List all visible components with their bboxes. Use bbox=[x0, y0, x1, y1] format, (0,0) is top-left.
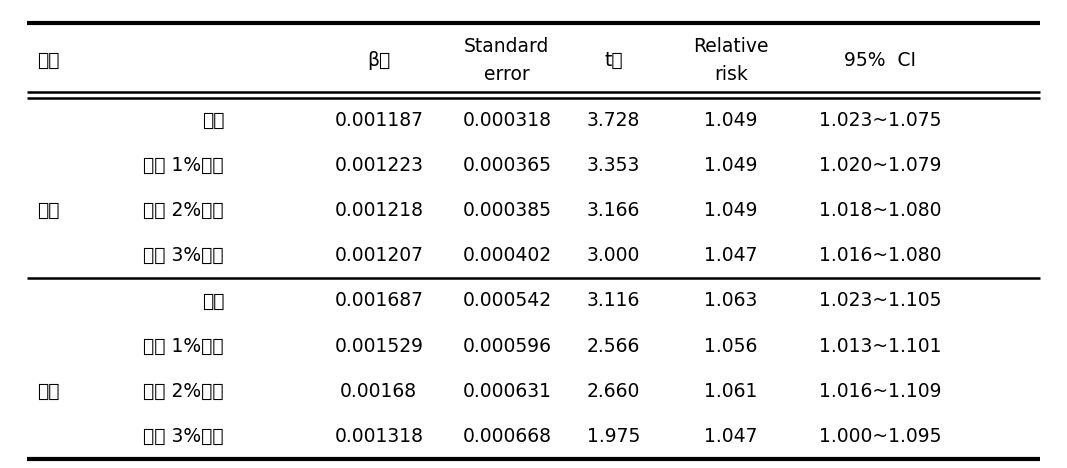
Text: 0.000385: 0.000385 bbox=[462, 201, 552, 220]
Text: 0.000318: 0.000318 bbox=[462, 111, 552, 130]
Text: 1.049: 1.049 bbox=[704, 156, 758, 176]
Text: 3.728: 3.728 bbox=[587, 111, 640, 130]
Text: 3.116: 3.116 bbox=[587, 292, 640, 310]
Text: 95%  CI: 95% CI bbox=[844, 51, 917, 70]
Text: 3.000: 3.000 bbox=[587, 247, 640, 265]
Text: 전체: 전체 bbox=[202, 292, 224, 310]
Text: 0.001687: 0.001687 bbox=[334, 292, 424, 310]
Text: 1.061: 1.061 bbox=[704, 381, 758, 401]
Text: 1.000~1.095: 1.000~1.095 bbox=[819, 427, 941, 446]
Text: error: error bbox=[484, 66, 529, 84]
Text: 인천: 인천 bbox=[37, 381, 60, 401]
Text: 0.001218: 0.001218 bbox=[334, 201, 424, 220]
Text: 2.566: 2.566 bbox=[587, 336, 640, 356]
Text: 상위 2%제거: 상위 2%제거 bbox=[143, 201, 224, 220]
Text: 상위 2%제거: 상위 2%제거 bbox=[143, 381, 224, 401]
Text: 0.001207: 0.001207 bbox=[334, 247, 424, 265]
Text: 1.023~1.105: 1.023~1.105 bbox=[819, 292, 941, 310]
Text: 0.001318: 0.001318 bbox=[334, 427, 424, 446]
Text: 1.047: 1.047 bbox=[704, 247, 758, 265]
Text: 상위 1%제거: 상위 1%제거 bbox=[143, 336, 224, 356]
Text: 1.049: 1.049 bbox=[704, 201, 758, 220]
Text: 1.023~1.075: 1.023~1.075 bbox=[819, 111, 941, 130]
Text: 1.063: 1.063 bbox=[704, 292, 758, 310]
Text: 0.000542: 0.000542 bbox=[462, 292, 552, 310]
Text: 상위 3%제거: 상위 3%제거 bbox=[143, 247, 224, 265]
Text: 3.353: 3.353 bbox=[587, 156, 640, 176]
Text: 1.049: 1.049 bbox=[704, 111, 758, 130]
Text: 1.016~1.109: 1.016~1.109 bbox=[819, 381, 941, 401]
Text: 0.001187: 0.001187 bbox=[334, 111, 424, 130]
Text: 0.000631: 0.000631 bbox=[462, 381, 552, 401]
Text: 0.00168: 0.00168 bbox=[340, 381, 417, 401]
Text: 지역: 지역 bbox=[37, 51, 60, 70]
Text: 3.166: 3.166 bbox=[587, 201, 640, 220]
Text: 0.000668: 0.000668 bbox=[462, 427, 552, 446]
Text: 0.000596: 0.000596 bbox=[462, 336, 552, 356]
Text: 2.660: 2.660 bbox=[587, 381, 640, 401]
Text: 0.000365: 0.000365 bbox=[462, 156, 552, 176]
Text: 상위 3%제거: 상위 3%제거 bbox=[143, 427, 224, 446]
Text: 1.016~1.080: 1.016~1.080 bbox=[819, 247, 941, 265]
Text: 1.018~1.080: 1.018~1.080 bbox=[819, 201, 941, 220]
Text: 전체: 전체 bbox=[202, 111, 224, 130]
Text: 0.000402: 0.000402 bbox=[462, 247, 552, 265]
Text: 1.013~1.101: 1.013~1.101 bbox=[819, 336, 941, 356]
Text: 1.020~1.079: 1.020~1.079 bbox=[819, 156, 941, 176]
Text: risk: risk bbox=[714, 66, 748, 84]
Text: 1.975: 1.975 bbox=[587, 427, 640, 446]
Text: β값: β값 bbox=[367, 51, 391, 70]
Text: 1.056: 1.056 bbox=[704, 336, 758, 356]
Text: 상위 1%제거: 상위 1%제거 bbox=[143, 156, 224, 176]
Text: Standard: Standard bbox=[464, 37, 550, 56]
Text: 서울: 서울 bbox=[37, 201, 60, 220]
Text: 1.047: 1.047 bbox=[704, 427, 758, 446]
Text: Relative: Relative bbox=[694, 37, 768, 56]
Text: 0.001529: 0.001529 bbox=[334, 336, 424, 356]
Text: t값: t값 bbox=[604, 51, 623, 70]
Text: 0.001223: 0.001223 bbox=[334, 156, 424, 176]
